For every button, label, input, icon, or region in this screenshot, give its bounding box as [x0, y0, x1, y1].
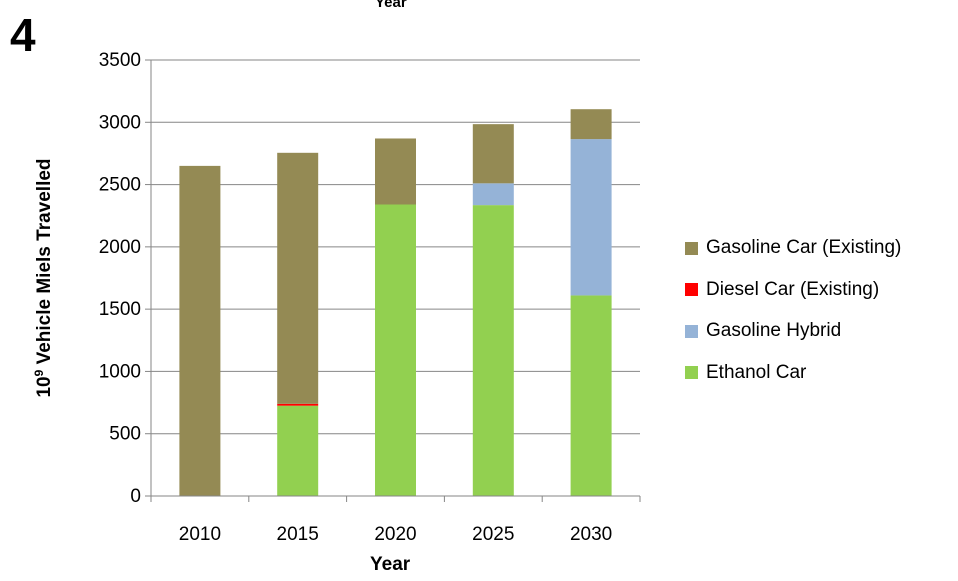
legend-label: Ethanol Car [706, 361, 807, 383]
legend-swatch [685, 241, 698, 255]
panel-label: 4 [10, 9, 36, 61]
bar-segment-ethanol-car-2030 [570, 295, 612, 496]
y-tick-label: 500 [109, 424, 141, 445]
legend: Gasoline Car (Existing) Diesel Car (Exist… [685, 233, 901, 399]
x-tick-label: 2015 [277, 524, 319, 545]
y-tick-labels: 0 500 1000 1500 2000 2500 3000 3500 [99, 50, 141, 507]
x-tick-label: 2010 [179, 524, 221, 545]
axes [145, 59, 641, 502]
legend-swatch [685, 283, 698, 296]
gridlines [151, 59, 640, 435]
y-tick-label: 1000 [99, 361, 141, 382]
bar-segment-gasoline-car-existing--2015 [277, 152, 319, 404]
bar-segment-ethanol-car-2015 [277, 405, 319, 496]
bar-segment-gasoline-car-existing--2010 [179, 165, 221, 496]
y-tick-label: 3000 [99, 112, 141, 133]
legend-swatch [685, 324, 698, 338]
y-tick-label: 2000 [99, 237, 141, 258]
x-tick-label: 2020 [374, 524, 416, 545]
bar-segment-gasoline-car-existing--2020 [375, 138, 416, 205]
legend-label: Diesel Car (Existing) [706, 278, 880, 300]
chart-title: Year [375, 0, 407, 11]
bar-segment-gasoline-car-existing--2030 [570, 109, 612, 140]
legend-item: Diesel Car (Existing) [685, 275, 901, 305]
bar-segment-gasoline-hybrid-2030 [570, 139, 612, 296]
x-tick-label: 2025 [472, 524, 514, 545]
bar-segment-ethanol-car-2020 [375, 204, 416, 496]
bar-segment-gasoline-car-existing--2025 [472, 124, 514, 184]
bar-segment-diesel-car-existing--2015 [277, 403, 319, 406]
x-tick-labels: 2010 2015 2020 2025 2030 [179, 524, 612, 545]
y-tick-label: 0 [130, 486, 141, 507]
bars [179, 109, 612, 496]
legend-label: Gasoline Hybrid [706, 320, 842, 341]
y-tick-label: 2500 [99, 175, 141, 196]
y-axis-title: 109 Vehicle Miels Travelled [31, 158, 56, 398]
y-tick-label: 1500 [99, 299, 141, 320]
legend-item: Gasoline Car (Existing) [685, 233, 901, 263]
legend-swatch [685, 366, 698, 379]
x-tick-label: 2030 [570, 524, 612, 545]
x-axis-title: Year [370, 554, 411, 575]
bar-segment-gasoline-hybrid-2025 [472, 183, 514, 206]
legend-label: Gasoline Car (Existing) [706, 237, 902, 258]
bar-segment-ethanol-car-2025 [472, 205, 514, 496]
legend-item: Gasoline Hybrid [685, 316, 901, 346]
y-tick-label: 3500 [99, 50, 141, 71]
legend-item: Ethanol Car [685, 358, 901, 388]
